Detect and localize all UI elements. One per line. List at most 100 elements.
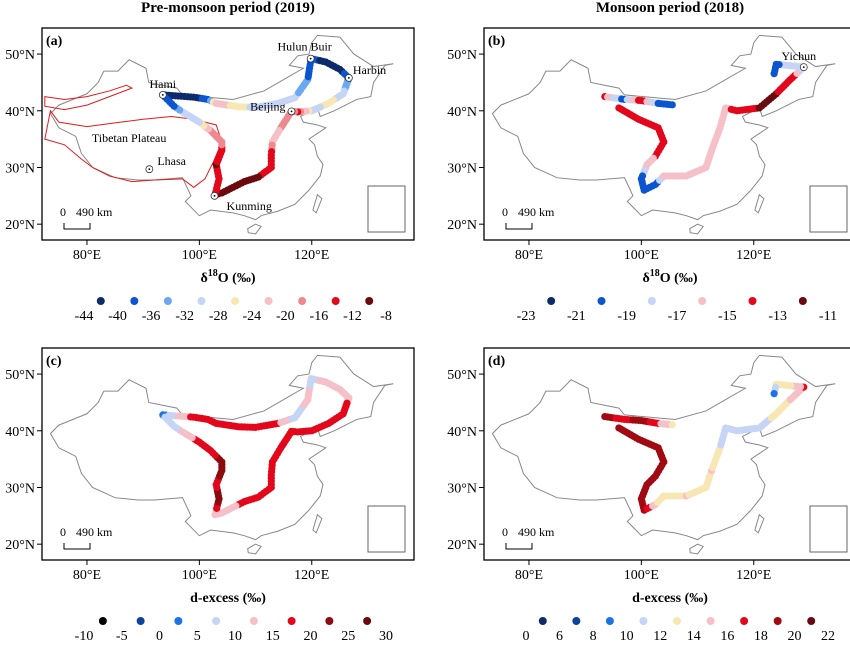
lat-tick-label: 30°N [447,481,477,496]
legend-tick-label: -23 [517,309,536,324]
legend-tick-label: -36 [142,309,161,324]
legend-title: δ18O (‰) [643,268,698,286]
lat-tick-label: 20°N [5,538,35,553]
legend-swatch [287,617,296,625]
city-label: Hami [149,77,176,91]
legend-tick-label: -17 [668,309,687,324]
lat-tick-label: 40°N [5,105,35,120]
legend-swatch [212,617,221,625]
scale-bar [505,543,533,550]
scale-bar-distance: 490 km [518,205,555,219]
city-marker-dot [290,110,293,113]
scale-bar-zero: 0 [502,525,508,539]
map-frame [41,347,415,561]
city-marker-dot [213,194,216,197]
legend-swatch [96,297,105,305]
legend-tick-label: -20 [276,309,295,324]
legend-tick-label: -10 [75,629,94,644]
legend-tick-label: 8 [590,629,597,644]
legend-tick-label: 5 [194,629,201,644]
city-label: Harbin [353,63,386,77]
map-panel: 50°N 40°N 30°N 20°N 80°E 100°E 120°E (b) 0 490 km… [447,27,850,324]
lat-tick-label: 20°N [5,218,35,233]
panel-label: (d) [488,354,505,369]
lat-tick-label: 50°N [447,368,477,383]
city-marker-dot [148,168,151,171]
map-panel: 50°N 40°N 30°N 20°N 80°E 100°E 120°E (d) 0 490 km… [447,347,850,644]
legend-tick-label: 25 [341,629,355,644]
legend-tick-label: 0 [156,629,163,644]
legend-tick-label: -8 [380,309,392,324]
hainan-outline [689,223,704,235]
legend-title: δ18O (‰) [201,268,256,286]
south-china-sea-inset [809,505,848,553]
legend-tick-label: 0 [523,629,530,644]
legend-swatch [249,617,258,625]
lat-tick-label: 30°N [5,481,35,496]
city-marker-dot [309,57,312,60]
legend-swatch [740,617,749,625]
sample-point [668,101,676,109]
sample-point [668,421,676,429]
china-outline [491,354,836,541]
city-marker-dot [802,66,805,69]
legend-tick-label: 16 [720,629,734,644]
scale-bar-zero: 0 [60,525,66,539]
legend-tick-label: 20 [787,629,801,644]
taiwan-outline [754,513,765,534]
lat-tick-label: 40°N [447,105,477,120]
scale-bar-zero: 0 [60,205,66,219]
legend-tick-label: 22 [821,629,835,644]
panel-label: (a) [46,34,63,49]
legend-tick-label: -13 [768,309,787,324]
legend-tick-label: -5 [116,629,128,644]
scale-bar-distance: 490 km [518,525,555,539]
lon-tick-label: 80°E [515,248,543,263]
legend-tick-label: 15 [266,629,280,644]
scale-bar [63,543,91,550]
legend-tick-label: -32 [175,309,194,324]
legend-swatch [748,297,757,305]
lon-tick-label: 80°E [73,248,101,263]
legend-swatch [706,617,715,625]
legend-swatch [174,617,183,625]
legend-swatch [130,297,139,305]
legend-tick-label: 30 [379,629,393,644]
legend-swatch [163,297,172,305]
sample-point [770,70,778,78]
legend-swatch [264,297,273,305]
sample-point [161,413,169,421]
legend-swatch [325,617,334,625]
lat-tick-label: 30°N [5,161,35,176]
legend-swatch [98,617,107,625]
legend-tick-label: -12 [343,309,362,324]
lat-tick-label: 20°N [447,538,477,553]
legend-swatch [773,617,782,625]
lat-tick-label: 40°N [447,425,477,440]
region-label: Tibetan Plateau [92,131,167,145]
hainan-outline [689,543,704,555]
legend-tick-label: -15 [718,309,737,324]
tibetan-plateau-outline [44,109,223,188]
taiwan-outline [312,513,323,534]
south-china-sea-inset [367,505,406,553]
legend-tick-label: -40 [108,309,127,324]
panel-label: (c) [46,354,62,369]
legend-tick-label: -16 [310,309,329,324]
lon-tick-label: 120°E [736,248,771,263]
map-panel: 50°N 40°N 30°N 20°N 80°E 100°E 120°E (a) 0 490 km… [5,27,415,324]
legend-title: d-excess (‰) [190,591,266,606]
tibetan-plateau-outline-north [44,84,134,111]
legend-tick-label: 10 [228,629,242,644]
city-label: Hulun Buir [277,40,331,54]
legend-tick-label: -21 [567,309,586,324]
map-panel: 50°N 40°N 30°N 20°N 80°E 100°E 120°E (c) 0 490 km… [5,347,415,644]
legend-tick-label: 14 [687,629,701,644]
lon-tick-label: 120°E [294,248,329,263]
panel-label: (b) [488,34,505,49]
legend-swatch [605,617,614,625]
legend-swatch [798,297,807,305]
column-title-premonsoon: Pre-monsoon period (2019) [141,0,315,16]
scale-bar [63,223,91,230]
